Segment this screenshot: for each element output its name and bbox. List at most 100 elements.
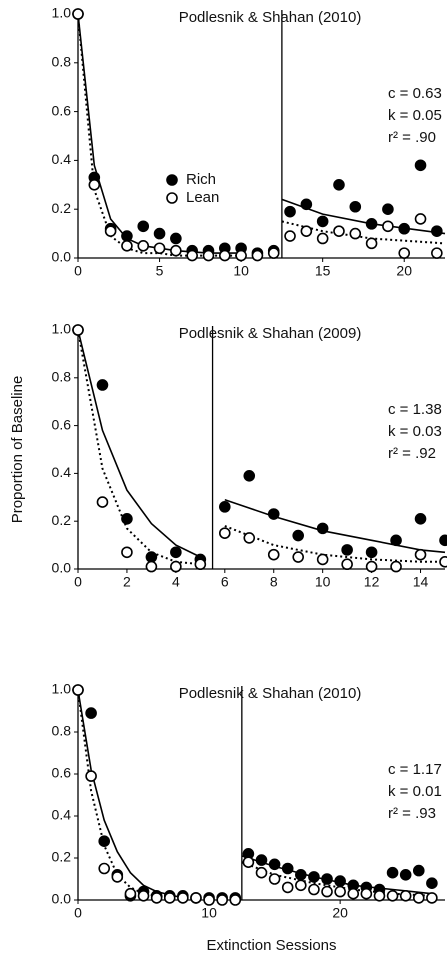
lean-point	[382, 220, 394, 233]
rich-point	[439, 534, 447, 547]
lean-point	[72, 684, 84, 696]
lean-point	[365, 560, 378, 573]
annotation: r² = .90	[388, 129, 436, 146]
lean-point	[104, 225, 117, 237]
lean-point	[255, 866, 268, 879]
x-axis-label: Extinction Sessions	[206, 937, 336, 954]
x-tick-label: 0	[74, 574, 82, 590]
lean-point	[170, 560, 182, 573]
y-tick-label: 0.2	[52, 512, 72, 528]
lean-point	[268, 873, 281, 885]
lean-point	[98, 862, 111, 875]
rich-point	[321, 873, 333, 885]
y-axis-label: Proportion of Baseline	[9, 376, 26, 524]
rich-point	[365, 218, 378, 230]
annotation: k = 0.01	[388, 783, 442, 800]
rich-point	[341, 544, 353, 556]
lean-point	[292, 551, 305, 563]
lean-point	[386, 889, 399, 902]
annotation: c = 0.63	[388, 85, 442, 102]
lean-point	[150, 892, 163, 904]
lean-point	[316, 232, 329, 245]
lean-point	[284, 230, 296, 242]
lean-point	[399, 889, 412, 902]
rich-point	[281, 862, 294, 875]
rich-point	[295, 868, 307, 881]
lean-point	[170, 244, 182, 257]
y-tick-label: 0.0	[52, 560, 72, 576]
panel-title: Podlesnik & Shahan (2010)	[179, 9, 362, 26]
y-tick-label: 0.6	[52, 102, 72, 118]
legend-label: Rich	[186, 171, 216, 188]
lean-point	[153, 242, 166, 255]
rich-point	[414, 159, 427, 172]
lean-point	[300, 225, 313, 237]
rich-point	[431, 225, 443, 237]
rich-point	[219, 501, 231, 513]
lean-point	[316, 553, 329, 566]
rich-point	[300, 198, 313, 211]
fit-line	[77, 689, 432, 899]
rich-point	[349, 200, 362, 213]
y-tick-label: 1.0	[52, 321, 72, 337]
lean-point	[137, 240, 150, 252]
rich-point	[333, 179, 345, 191]
annotation: c = 1.38	[388, 401, 442, 418]
rich-point	[145, 551, 158, 563]
lean-point	[281, 881, 294, 894]
rich-point	[316, 522, 329, 535]
lean-point	[137, 889, 150, 902]
rich-point	[170, 232, 182, 245]
lean-point	[202, 249, 215, 262]
panel-title: Podlesnik & Shahan (2010)	[179, 685, 362, 702]
x-tick-label: 2	[123, 574, 131, 590]
x-tick-label: 14	[413, 574, 429, 590]
rich-point	[308, 871, 320, 883]
y-tick-label: 0.8	[52, 54, 72, 70]
annotation: k = 0.05	[388, 107, 442, 124]
lean-point	[194, 558, 207, 571]
rich-point	[121, 230, 133, 242]
lean-point	[398, 247, 411, 259]
rich-point	[96, 379, 109, 391]
x-tick-label: 6	[221, 574, 229, 590]
lean-point	[203, 894, 215, 906]
y-tick-label: 0.8	[52, 723, 72, 739]
annotation: k = 0.03	[388, 423, 442, 440]
rich-point	[382, 203, 394, 215]
lean-point	[347, 887, 360, 900]
y-tick-label: 0.2	[52, 200, 72, 216]
lean-point	[308, 883, 320, 896]
lean-point	[365, 237, 378, 250]
rich-point	[267, 508, 280, 520]
lean-point	[85, 770, 97, 782]
lean-point	[267, 247, 280, 259]
y-tick-label: 1.0	[52, 5, 72, 21]
y-tick-label: 0.4	[52, 464, 72, 480]
lean-point	[414, 548, 427, 561]
lean-point	[235, 249, 247, 262]
lean-point	[390, 560, 402, 573]
lean-point	[333, 225, 345, 237]
annotation: r² = .92	[388, 445, 436, 462]
rich-point	[137, 220, 150, 233]
annotation: r² = .93	[388, 805, 436, 822]
y-tick-label: 0.4	[52, 151, 72, 167]
rich-point	[399, 868, 412, 881]
lean-point	[111, 871, 124, 883]
rich-point	[292, 529, 305, 542]
x-tick-label: 10	[233, 263, 249, 279]
x-tick-label: 0	[74, 905, 82, 921]
rich-point	[390, 534, 402, 547]
rich-point	[386, 866, 399, 879]
annotation: c = 1.17	[388, 761, 442, 778]
lean-point	[216, 894, 228, 906]
rich-point	[414, 513, 427, 525]
lean-point	[295, 879, 307, 892]
y-tick-label: 0.4	[52, 807, 72, 823]
lean-point	[145, 560, 158, 573]
x-tick-label: 0	[74, 263, 82, 279]
x-tick-label: 5	[156, 263, 164, 279]
rich-point	[268, 858, 281, 871]
